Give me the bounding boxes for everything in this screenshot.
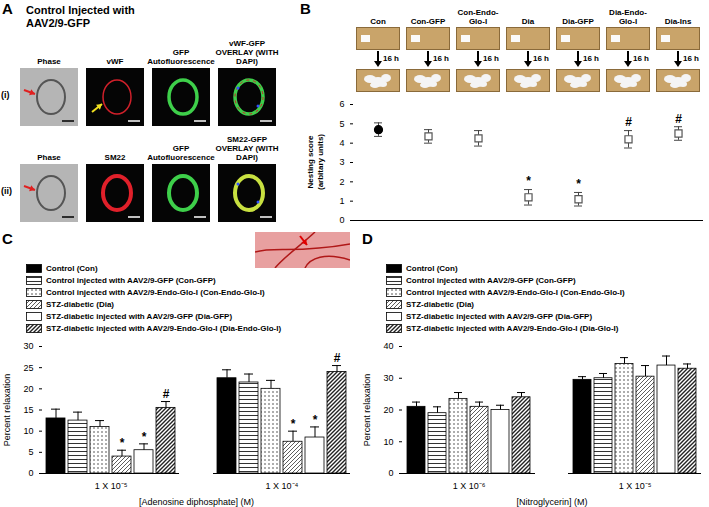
svg-text:40: 40	[383, 341, 393, 351]
html-text:Dia-Ins: Dia-Ins	[664, 17, 692, 26]
html-text:Control injected with AAV2/9-E: Control injected with AAV2/9-Endo-Glo-I …	[406, 287, 625, 297]
svg-text:30: 30	[23, 341, 33, 351]
html-text:Con-GFP: Con-GFP	[410, 17, 446, 26]
html-text:(ii): (ii)	[1, 186, 12, 196]
svg-text:#: #	[625, 115, 632, 129]
svg-text:0: 0	[388, 468, 393, 478]
svg-text:5: 5	[28, 447, 33, 457]
svg-text:*: *	[313, 413, 318, 427]
html-text:Nesting score (arbitary units): Nesting score (arbitary units)	[306, 134, 325, 190]
svg-text:20: 20	[23, 384, 33, 394]
html-text:GFP Autofluorescence: GFP Autofluorescence	[147, 144, 215, 162]
svg-text:15: 15	[23, 405, 33, 415]
svg-text:0: 0	[339, 215, 344, 225]
svg-text:1 X 10⁻⁵: 1 X 10⁻⁵	[95, 481, 128, 491]
svg-text:3: 3	[339, 157, 344, 167]
svg-text:Percent relaxation: Percent relaxation	[2, 374, 12, 447]
html-text:Control (Con): Control (Con)	[46, 263, 98, 273]
svg-text:*: *	[526, 174, 531, 188]
html-text:Con: Con	[370, 17, 386, 26]
html-text:STZ-diabetic injected with AAV: STZ-diabetic injected with AAV2/9-GFP (D…	[406, 311, 593, 321]
svg-text:2: 2	[339, 177, 344, 187]
html-text:STZ-diabetic injected with AAV: STZ-diabetic injected with AAV2/9-GFP (D…	[46, 311, 233, 321]
svg-text:4: 4	[339, 138, 344, 148]
html-text:B: B	[300, 0, 311, 17]
html-text:vWF-GFP OVERLAY (WITH DAPI): vWF-GFP OVERLAY (WITH DAPI)	[215, 39, 279, 66]
html-text:STZ-diabetic injected with AAV: STZ-diabetic injected with AAV2/9-Endo-G…	[406, 323, 619, 333]
svg-text:Percent relaxation: Percent relaxation	[362, 374, 372, 447]
svg-text:*: *	[142, 430, 147, 444]
html-text:SM22: SM22	[104, 153, 126, 162]
svg-text:1 X 10⁻⁴: 1 X 10⁻⁴	[266, 481, 299, 491]
svg-text:30: 30	[383, 373, 393, 383]
html-text:Con-Endo-Glo-I: Con-Endo-Glo-I	[457, 8, 499, 26]
html-text:C: C	[2, 230, 13, 247]
html-text:Control Injected with AAV2/9-G: Control Injected with AAV2/9-GFP	[26, 4, 135, 29]
svg-text:0: 0	[28, 468, 33, 478]
svg-text:*: *	[120, 436, 125, 450]
svg-text:*: *	[576, 177, 581, 191]
html-text:D: D	[362, 230, 373, 247]
svg-text:1 X 10⁻⁶: 1 X 10⁻⁶	[453, 481, 486, 491]
html-text:STZ-diabetic (Dia): STZ-diabetic (Dia)	[406, 299, 474, 309]
html-text:16 h: 16 h	[383, 54, 399, 63]
html-text:Control (Con): Control (Con)	[406, 263, 458, 273]
svg-text:[Adenosine diphosphate] (M): [Adenosine diphosphate] (M)	[139, 497, 254, 507]
html-text:16 h: 16 h	[633, 54, 649, 63]
svg-text:#: #	[163, 387, 170, 401]
svg-text:1 X 10⁻⁵: 1 X 10⁻⁵	[619, 481, 652, 491]
svg-text:1: 1	[339, 196, 344, 206]
html-text:Dia: Dia	[521, 17, 535, 26]
svg-text:#: #	[675, 112, 682, 126]
html-text:Dia-Endo-Glo-I: Dia-Endo-Glo-I	[609, 8, 647, 26]
html-text:16 h: 16 h	[533, 54, 549, 63]
svg-text:10: 10	[383, 437, 393, 447]
html-text:16 h: 16 h	[483, 54, 499, 63]
html-text:Control injected with AAV2/9-E: Control injected with AAV2/9-Endo-Glo-I …	[46, 287, 265, 297]
svg-text:25: 25	[23, 363, 33, 373]
html-text:GFP Autofluorescence: GFP Autofluorescence	[147, 48, 215, 66]
svg-text:*: *	[291, 417, 296, 431]
html-text:Control injected with AAV2/9-G: Control injected with AAV2/9-GFP (Con-GF…	[406, 275, 576, 285]
html-text:16 h: 16 h	[583, 54, 599, 63]
html-text:16 h: 16 h	[433, 54, 449, 63]
svg-text:6: 6	[339, 99, 344, 109]
svg-text:20: 20	[383, 405, 393, 415]
html-text:Dia-GFP: Dia-GFP	[562, 17, 594, 26]
html-text:16 h: 16 h	[683, 54, 699, 63]
html-text:Phase: Phase	[37, 57, 61, 66]
svg-text:5: 5	[339, 119, 344, 129]
html-text:SM22-GFP OVERLAY (WITH DAPI): SM22-GFP OVERLAY (WITH DAPI)	[215, 135, 279, 162]
html-text:vWF: vWF	[106, 57, 124, 66]
svg-text:10: 10	[23, 426, 33, 436]
html-text:STZ-diabetic (Dia): STZ-diabetic (Dia)	[46, 299, 114, 309]
html-text:A: A	[2, 0, 13, 17]
svg-text:[Nitroglycerin] (M): [Nitroglycerin] (M)	[516, 497, 587, 507]
svg-text:#: #	[334, 351, 341, 365]
html-text:Phase: Phase	[37, 153, 61, 162]
html-text:STZ-diabetic injected with AAV: STZ-diabetic injected with AAV2/9-Endo-G…	[46, 323, 282, 333]
html-text:(i): (i)	[1, 90, 10, 100]
html-text:Control injected with AAV2/9-G: Control injected with AAV2/9-GFP (Con-GF…	[46, 275, 216, 285]
